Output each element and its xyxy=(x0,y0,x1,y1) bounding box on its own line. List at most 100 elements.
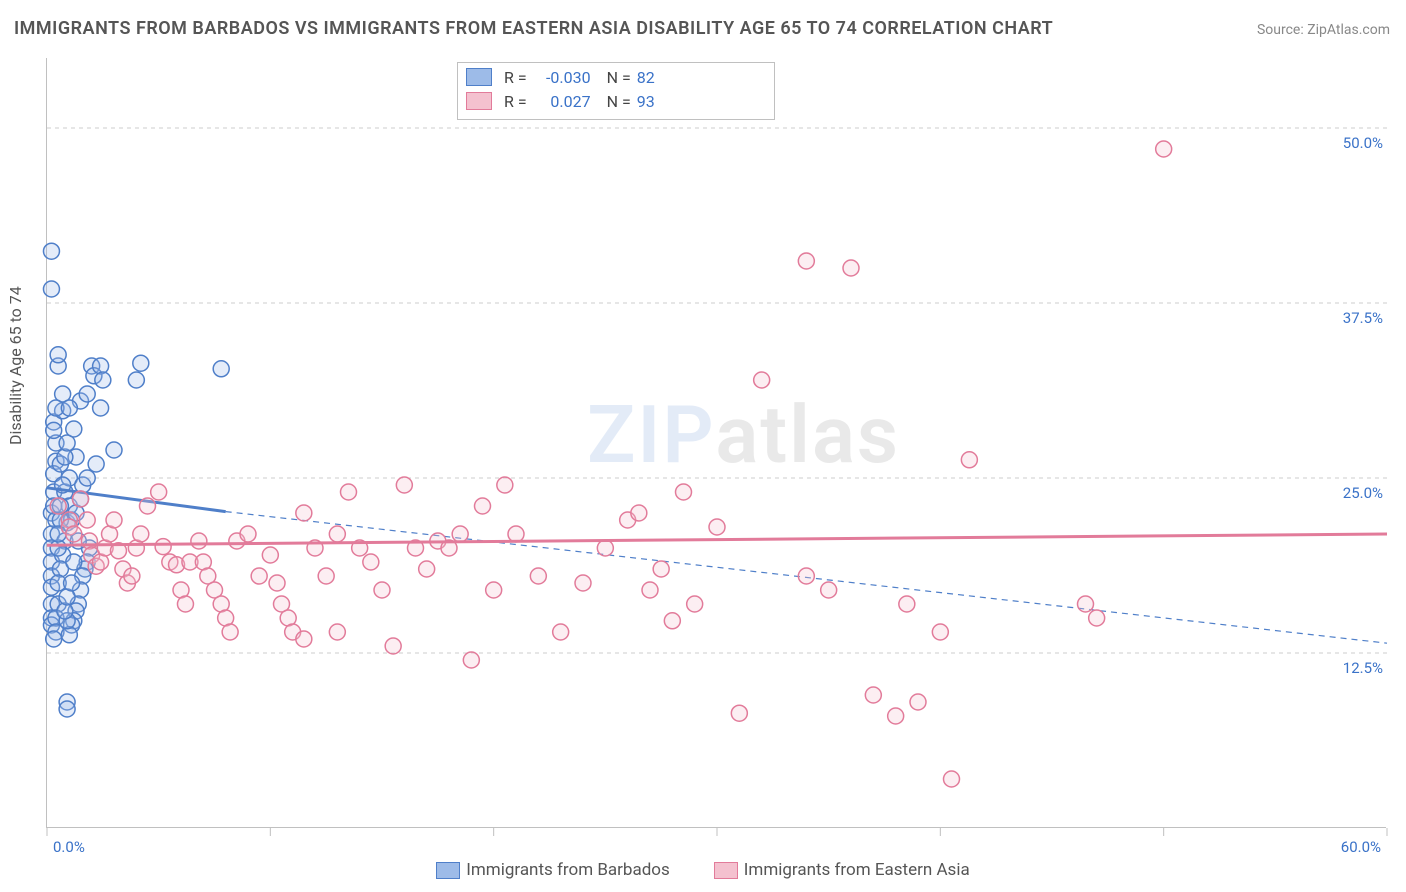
data-point xyxy=(155,539,171,555)
data-point xyxy=(709,519,725,535)
data-point xyxy=(475,498,491,514)
data-point xyxy=(66,526,82,542)
data-point xyxy=(530,568,546,584)
data-point xyxy=(106,512,122,528)
data-point xyxy=(888,708,904,724)
data-point xyxy=(191,533,207,549)
data-point xyxy=(363,554,379,570)
data-point xyxy=(269,575,285,591)
data-point xyxy=(222,624,238,640)
data-point xyxy=(961,452,977,468)
data-point xyxy=(79,512,95,528)
data-point xyxy=(385,638,401,654)
data-point xyxy=(463,652,479,668)
data-point xyxy=(575,575,591,591)
data-point xyxy=(664,613,680,629)
data-point xyxy=(843,260,859,276)
data-point xyxy=(79,386,95,402)
data-point xyxy=(133,526,149,542)
data-point xyxy=(213,361,229,377)
data-point xyxy=(124,568,140,584)
data-point xyxy=(899,596,915,612)
data-point xyxy=(46,422,62,438)
data-point xyxy=(46,631,62,647)
y-tick-label: 25.0% xyxy=(1343,484,1383,502)
data-point xyxy=(798,253,814,269)
data-point xyxy=(865,687,881,703)
data-point xyxy=(318,568,334,584)
data-point xyxy=(251,568,267,584)
data-point xyxy=(932,624,948,640)
legend-swatch xyxy=(466,92,492,110)
y-tick-label: 37.5% xyxy=(1343,309,1383,327)
data-point xyxy=(43,281,59,297)
legend-row: R =-0.030N =82 xyxy=(466,65,766,89)
legend-item: Immigrants from Eastern Asia xyxy=(714,860,970,880)
data-point xyxy=(128,372,144,388)
data-point xyxy=(653,561,669,577)
data-point xyxy=(642,582,658,598)
data-point xyxy=(821,582,837,598)
data-point xyxy=(553,624,569,640)
data-point xyxy=(798,568,814,584)
data-point xyxy=(296,631,312,647)
legend-row: R = 0.027N =93 xyxy=(466,89,766,113)
series-legend: Immigrants from Barbados Immigrants from … xyxy=(0,860,1406,880)
data-point xyxy=(64,575,80,591)
data-point xyxy=(497,477,513,493)
legend-swatch xyxy=(436,862,460,879)
data-point xyxy=(508,526,524,542)
data-point xyxy=(396,477,412,493)
data-point xyxy=(59,701,75,717)
y-axis-label: Disability Age 65 to 74 xyxy=(6,286,25,445)
y-tick-label: 12.5% xyxy=(1343,659,1383,677)
data-point xyxy=(93,400,109,416)
data-point xyxy=(140,498,156,514)
x-tick-label: 60.0% xyxy=(1341,838,1381,856)
data-point xyxy=(687,596,703,612)
data-point xyxy=(133,355,149,371)
data-point xyxy=(329,624,345,640)
data-point xyxy=(597,540,613,556)
data-point xyxy=(944,771,960,787)
data-point xyxy=(50,347,66,363)
data-point xyxy=(50,498,66,514)
data-point xyxy=(910,694,926,710)
data-point xyxy=(754,372,770,388)
data-point xyxy=(631,505,647,521)
data-point xyxy=(177,596,193,612)
data-point xyxy=(66,421,82,437)
data-point xyxy=(151,484,167,500)
data-point xyxy=(341,484,357,500)
data-point xyxy=(73,491,89,507)
data-point xyxy=(95,372,111,388)
legend-swatch xyxy=(466,68,492,86)
legend-label: Immigrants from Eastern Asia xyxy=(744,860,970,880)
data-point xyxy=(452,526,468,542)
x-tick-label: 0.0% xyxy=(53,838,85,856)
source-attribution: Source: ZipAtlas.com xyxy=(1257,22,1390,38)
data-point xyxy=(79,470,95,486)
data-point xyxy=(240,526,256,542)
data-point xyxy=(262,547,278,563)
scatter-plot: 12.5%25.0%37.5%50.0%0.0%60.0% R =-0.030N… xyxy=(46,58,1386,828)
data-point xyxy=(1089,610,1105,626)
data-point xyxy=(61,400,77,416)
legend-item: Immigrants from Barbados xyxy=(436,860,670,880)
data-point xyxy=(66,554,82,570)
data-point xyxy=(374,582,390,598)
y-tick-label: 50.0% xyxy=(1343,134,1383,152)
data-point xyxy=(43,243,59,259)
data-point xyxy=(1078,596,1094,612)
legend-label: Immigrants from Barbados xyxy=(466,860,670,880)
correlation-legend: R =-0.030N =82R = 0.027N =93 xyxy=(457,62,775,120)
data-point xyxy=(419,561,435,577)
data-point xyxy=(106,442,122,458)
data-point xyxy=(676,484,692,500)
data-point xyxy=(296,505,312,521)
legend-swatch xyxy=(714,862,738,879)
data-point xyxy=(88,456,104,472)
data-point xyxy=(731,705,747,721)
data-point xyxy=(329,526,345,542)
data-point xyxy=(1156,141,1172,157)
